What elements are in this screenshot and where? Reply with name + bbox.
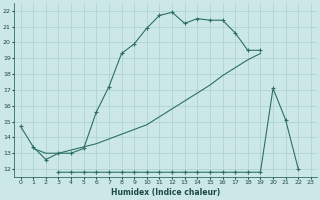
X-axis label: Humidex (Indice chaleur): Humidex (Indice chaleur) [111,188,220,197]
